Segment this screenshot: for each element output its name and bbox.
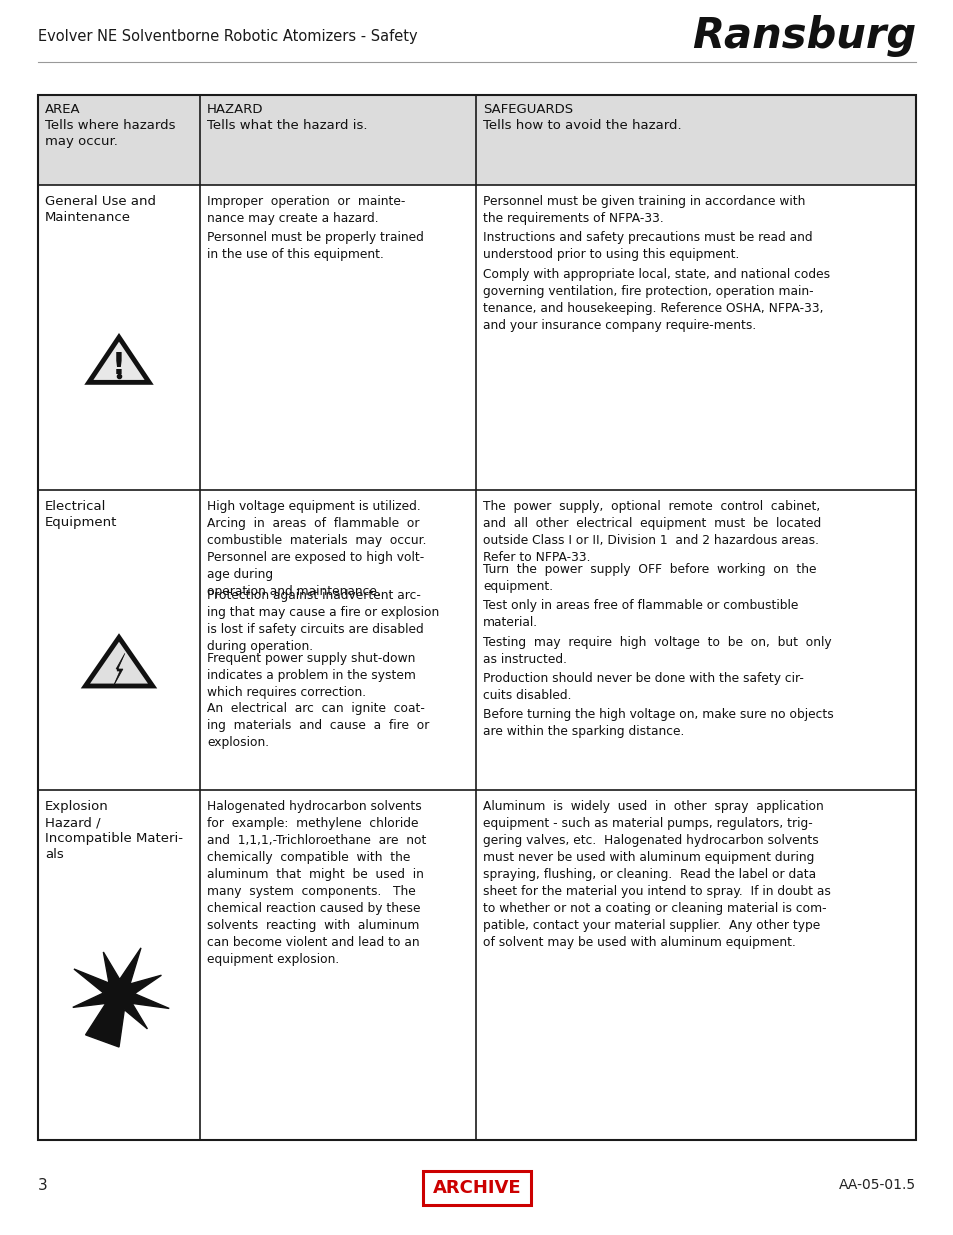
Text: Instructions and safety precautions must be read and
understood prior to using t: Instructions and safety precautions must…	[482, 231, 812, 262]
Text: Maintenance: Maintenance	[45, 211, 131, 224]
Text: Test only in areas free of flammable or combustible
material.: Test only in areas free of flammable or …	[482, 599, 798, 629]
Text: Halogenated hydrocarbon solvents
for  example:  methylene  chloride
and  1,1,1,-: Halogenated hydrocarbon solvents for exa…	[207, 800, 426, 966]
Text: Turn  the  power  supply  OFF  before  working  on  the
equipment.: Turn the power supply OFF before working…	[482, 563, 816, 593]
Text: ARCHIVE: ARCHIVE	[433, 1179, 520, 1197]
Text: HAZARD: HAZARD	[207, 103, 263, 116]
Polygon shape	[72, 948, 169, 1047]
Bar	[38, 95, 915, 1140]
Text: General Use and: General Use and	[45, 195, 156, 207]
Text: Evolver NE Solventborne Robotic Atomizers - Safety: Evolver NE Solventborne Robotic Atomizer…	[38, 28, 417, 43]
Text: AREA: AREA	[45, 103, 81, 116]
Text: Tells how to avoid the hazard.: Tells how to avoid the hazard.	[482, 119, 680, 132]
Text: Production should never be done with the safety cir-
cuits disabled.: Production should never be done with the…	[482, 672, 803, 701]
Text: Equipment: Equipment	[45, 516, 117, 529]
Text: AA-05-01.5: AA-05-01.5	[838, 1178, 915, 1192]
Text: 3: 3	[38, 1177, 48, 1193]
Text: Ransburg: Ransburg	[691, 15, 915, 57]
Text: !: !	[112, 351, 126, 380]
Text: Tells where hazards: Tells where hazards	[45, 119, 175, 132]
Polygon shape	[89, 337, 149, 383]
Bar	[38, 95, 915, 185]
Text: als: als	[45, 848, 64, 861]
Text: Improper  operation  or  mainte-
nance may create a hazard.: Improper operation or mainte- nance may …	[207, 195, 405, 225]
Text: SAFEGUARDS: SAFEGUARDS	[482, 103, 573, 116]
Text: High voltage equipment is utilized.
Arcing  in  areas  of  flammable  or
combust: High voltage equipment is utilized. Arci…	[207, 500, 426, 598]
Text: Frequent power supply shut-down
indicates a problem in the system
which requires: Frequent power supply shut-down indicate…	[207, 652, 416, 699]
Text: The  power  supply,  optional  remote  control  cabinet,
and  all  other  electr: The power supply, optional remote contro…	[482, 500, 821, 564]
Text: An  electrical  arc  can  ignite  coat-
ing  materials  and  cause  a  fire  or
: An electrical arc can ignite coat- ing m…	[207, 701, 429, 748]
Text: Electrical: Electrical	[45, 500, 107, 513]
Text: Personnel must be properly trained
in the use of this equipment.: Personnel must be properly trained in th…	[207, 231, 423, 262]
Polygon shape	[86, 637, 152, 685]
Text: Aluminum  is  widely  used  in  other  spray  application
equipment - such as ma: Aluminum is widely used in other spray a…	[482, 800, 830, 948]
Text: Personnel must be given training in accordance with
the requirements of NFPA-33.: Personnel must be given training in acco…	[482, 195, 804, 225]
Text: Before turning the high voltage on, make sure no objects
are within the sparking: Before turning the high voltage on, make…	[482, 709, 833, 739]
Text: Testing  may  require  high  voltage  to  be  on,  but  only
as instructed.: Testing may require high voltage to be o…	[482, 636, 831, 666]
Text: Explosion: Explosion	[45, 800, 109, 813]
Text: Incompatible Materi-: Incompatible Materi-	[45, 832, 183, 845]
Text: Comply with appropriate local, state, and national codes
governing ventilation, : Comply with appropriate local, state, an…	[482, 268, 829, 332]
Polygon shape	[113, 653, 125, 687]
Text: Hazard /: Hazard /	[45, 816, 100, 829]
Text: Tells what the hazard is.: Tells what the hazard is.	[207, 119, 367, 132]
Text: Protection against inadvertent arc-
ing that may cause a fire or explosion
is lo: Protection against inadvertent arc- ing …	[207, 589, 438, 653]
Bar	[422, 1171, 531, 1205]
Text: may occur.: may occur.	[45, 135, 118, 148]
